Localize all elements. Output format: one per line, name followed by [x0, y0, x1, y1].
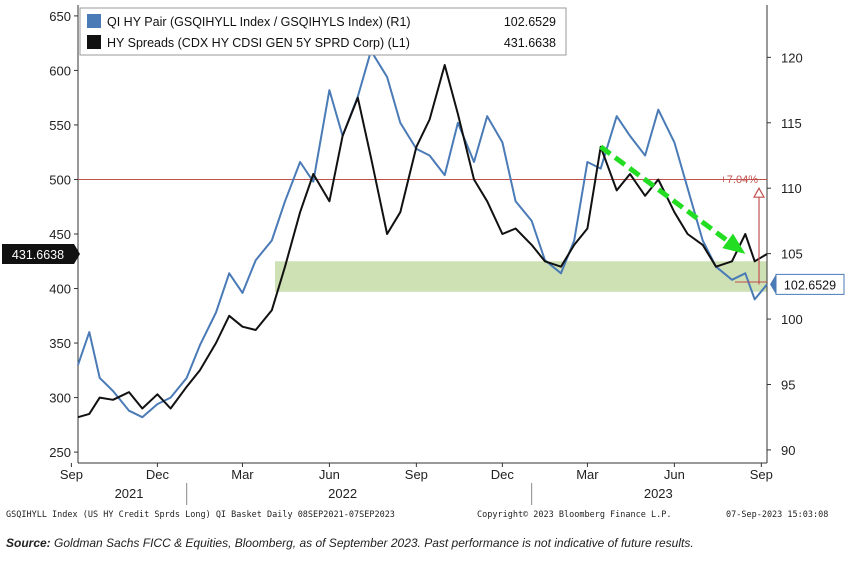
x-month-label: Sep [60, 467, 83, 482]
right-tick-label: 115 [781, 116, 802, 131]
right-tick-label: 120 [781, 50, 803, 65]
x-year-label: 2023 [644, 486, 673, 501]
left-tick-label: 400 [49, 282, 71, 297]
change-arrow-head [752, 186, 766, 198]
x-month-label: Dec [491, 467, 515, 482]
right-value-tag-text: 102.6529 [784, 278, 836, 292]
x-month-label: Jun [319, 467, 340, 482]
legend-last-value: 102.6529 [504, 15, 556, 29]
trend-arrow-line [599, 144, 743, 253]
footer-index-description: GSQIHYLL Index (US HY Credit Sprds Long)… [6, 510, 395, 520]
right-tick-label: 110 [781, 181, 802, 196]
x-year-label: 2022 [328, 486, 357, 501]
footer-timestamp: 07-Sep-2023 15:03:08 [726, 510, 829, 520]
left-tick-label: 650 [49, 9, 71, 24]
qi-hy-pair-line [77, 49, 768, 419]
x-month-label: Jun [664, 467, 685, 482]
left-tick-label: 500 [49, 172, 71, 187]
right-value-tag-pointer [770, 274, 776, 295]
x-month-label: Sep [750, 467, 773, 482]
source-label: Source: [6, 536, 51, 550]
footer-copyright: Copyright© 2023 Bloomberg Finance L.P. [477, 510, 672, 520]
right-tick-label: 105 [781, 247, 803, 262]
right-tick-label: 90 [781, 443, 795, 458]
left-tick-label: 250 [49, 445, 71, 460]
source-note: Source: Goldman Sachs FICC & Equities, B… [6, 536, 694, 550]
left-value-tag-text: 431.6638 [12, 248, 64, 262]
x-year-label: 2021 [115, 486, 144, 501]
legend-series-name: QI HY Pair (GSQIHYLL Index / GSQIHYLS In… [107, 15, 411, 29]
trend-arrow-head [722, 233, 746, 254]
left-tick-label: 300 [49, 391, 71, 406]
left-tick-label: 450 [49, 227, 71, 242]
legend-swatch [87, 14, 101, 28]
x-month-label: Sep [405, 467, 428, 482]
left-tick-label: 350 [49, 336, 71, 351]
x-month-label: Mar [231, 467, 254, 482]
right-tick-label: 100 [781, 312, 803, 327]
left-value-tag-pointer [74, 243, 80, 264]
x-month-label: Mar [576, 467, 599, 482]
right-tick-label: 95 [781, 377, 795, 392]
change-label: +7.04% [720, 174, 758, 186]
x-month-label: Dec [146, 467, 170, 482]
spreads-chart: 250 300 350 400 450 500 550 600 650 90 95 100 105 110… [2, 5, 845, 505]
legend-last-value: 431.6638 [504, 36, 556, 50]
hy-spreads-line [77, 64, 768, 419]
left-tick-label: 550 [49, 118, 71, 133]
support-band [275, 261, 767, 292]
left-value-tag [2, 243, 74, 264]
legend-box [79, 7, 567, 56]
source-text: Goldman Sachs FICC & Equities, Bloomberg… [50, 536, 694, 550]
legend-swatch [87, 35, 101, 49]
left-tick-label: 600 [49, 63, 71, 78]
legend-series-name: HY Spreads (CDX HY CDSI GEN 5Y SPRD Corp… [107, 36, 410, 50]
